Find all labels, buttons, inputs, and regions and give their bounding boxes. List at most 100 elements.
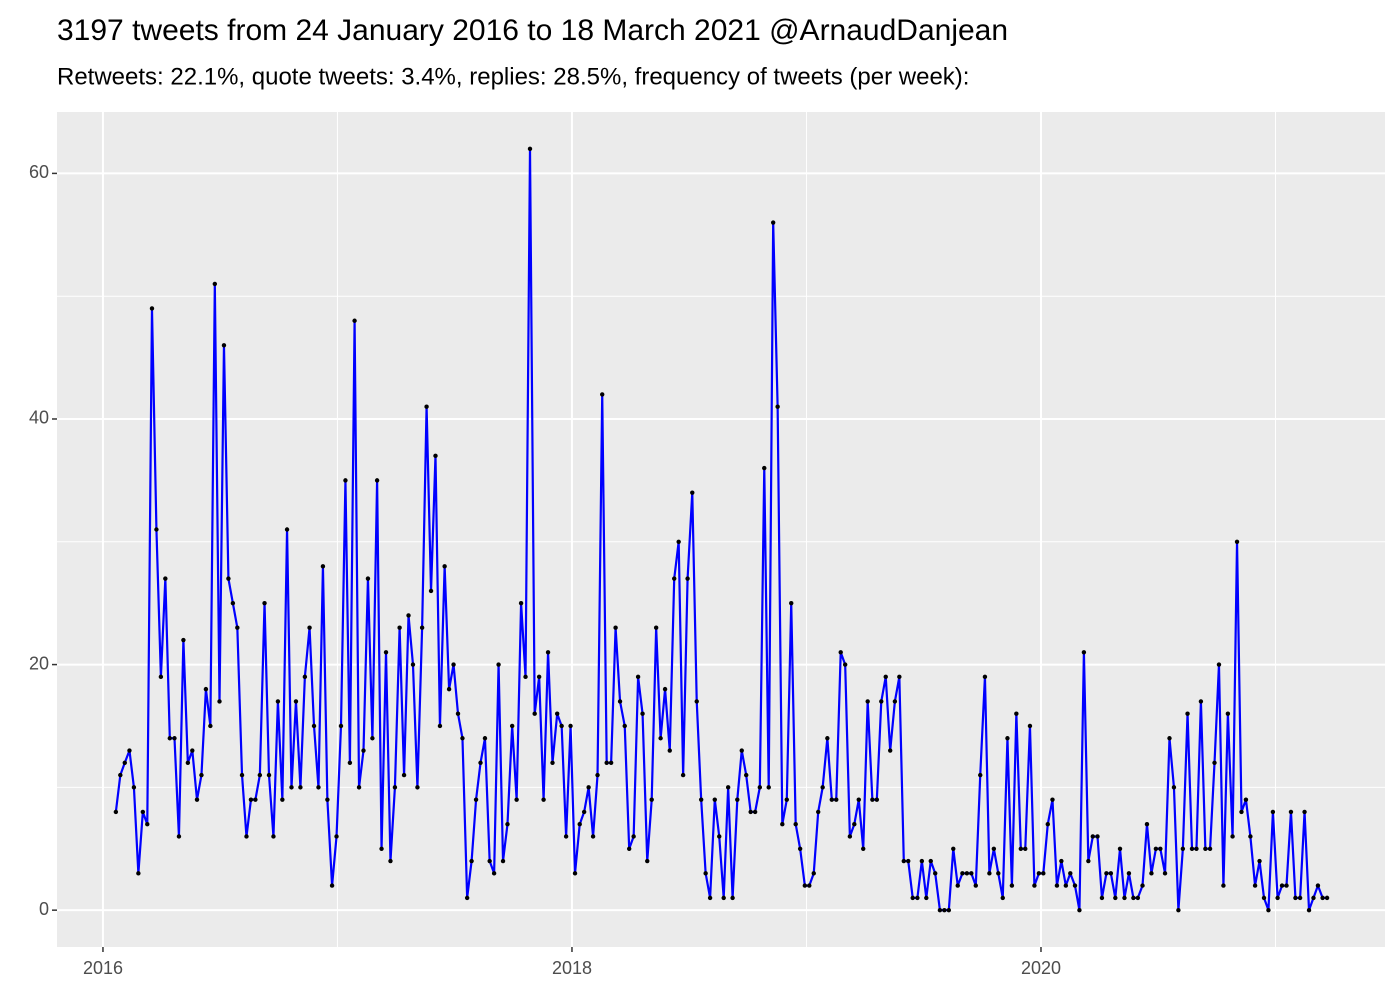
data-point (1198, 699, 1204, 704)
data-point (343, 478, 348, 483)
data-point (374, 478, 380, 483)
data-point (541, 797, 546, 802)
plot-panel (57, 112, 1385, 947)
data-point (127, 748, 132, 753)
data-point (928, 858, 933, 864)
data-point (298, 785, 303, 790)
data-point (1023, 846, 1028, 851)
data-point (1324, 895, 1330, 901)
data-point (1018, 846, 1024, 851)
data-point (933, 871, 938, 876)
data-point (924, 895, 929, 901)
data-point (1270, 809, 1276, 815)
data-point (982, 674, 988, 680)
data-point (1072, 883, 1078, 888)
data-point (370, 736, 375, 741)
data-point (262, 600, 267, 606)
data-point (581, 809, 587, 815)
x-tick-label: 2018 (552, 958, 592, 978)
data-point (635, 674, 641, 680)
data-point (550, 760, 555, 766)
data-point (1005, 736, 1010, 741)
data-point (172, 736, 177, 741)
data-point (311, 723, 317, 729)
data-point (608, 760, 614, 766)
data-point (784, 797, 789, 802)
data-point (645, 858, 650, 864)
x-tick-label: 2020 (1021, 958, 1061, 978)
data-point (1302, 809, 1307, 815)
data-point (883, 674, 888, 680)
data-point (1167, 736, 1172, 741)
data-point (717, 834, 722, 839)
data-point (554, 711, 560, 716)
data-point (325, 797, 330, 802)
data-point (482, 736, 488, 741)
data-point (694, 699, 699, 704)
data-point (915, 895, 920, 901)
data-point (1266, 907, 1271, 913)
data-point (820, 785, 825, 790)
data-point (118, 772, 123, 778)
data-point (1176, 907, 1181, 913)
data-point (563, 834, 569, 839)
data-point (1050, 797, 1055, 802)
data-point (996, 871, 1001, 876)
data-point (203, 686, 209, 692)
data-point (257, 772, 263, 778)
data-point (770, 220, 776, 225)
data-point (1045, 822, 1050, 827)
data-point (955, 883, 960, 888)
data-point (825, 736, 830, 741)
data-point (131, 785, 137, 790)
data-point (1063, 883, 1069, 888)
data-point (293, 699, 299, 704)
data-point (271, 834, 276, 839)
data-point (460, 736, 465, 741)
data-point (739, 748, 744, 753)
data-point (1311, 895, 1316, 901)
data-point (1252, 883, 1258, 888)
data-point (181, 637, 186, 643)
data-point (500, 858, 506, 864)
data-point (973, 883, 978, 888)
data-point (1027, 723, 1033, 729)
data-point (491, 871, 497, 876)
data-point (356, 785, 362, 790)
data-point (1122, 895, 1127, 901)
data-point (762, 465, 767, 471)
data-point (1234, 539, 1240, 544)
data-point (289, 785, 294, 790)
data-point (712, 797, 717, 802)
data-point (1009, 883, 1015, 888)
data-point (1149, 871, 1154, 876)
data-point (978, 772, 983, 778)
data-point (464, 895, 470, 901)
data-point (725, 785, 731, 790)
data-point (951, 846, 956, 851)
data-point (1248, 834, 1253, 839)
data-point (406, 613, 411, 618)
data-point (1212, 760, 1217, 766)
data-point (397, 625, 402, 630)
data-point (797, 846, 803, 851)
data-point (1090, 834, 1096, 839)
data-point (284, 527, 290, 532)
data-point (248, 797, 254, 802)
data-point (154, 527, 159, 532)
y-tick-label: 40 (29, 408, 49, 428)
data-point (1284, 883, 1289, 888)
data-point (816, 809, 821, 815)
data-point (509, 723, 515, 729)
data-point (617, 699, 623, 704)
data-point (410, 662, 416, 667)
data-point (523, 674, 528, 680)
data-point (834, 797, 839, 802)
data-point (1185, 711, 1190, 716)
data-point (1180, 846, 1186, 851)
data-point (1230, 834, 1235, 839)
data-point (572, 871, 578, 876)
data-point (752, 809, 758, 815)
data-point (532, 711, 537, 716)
data-point (334, 834, 339, 839)
